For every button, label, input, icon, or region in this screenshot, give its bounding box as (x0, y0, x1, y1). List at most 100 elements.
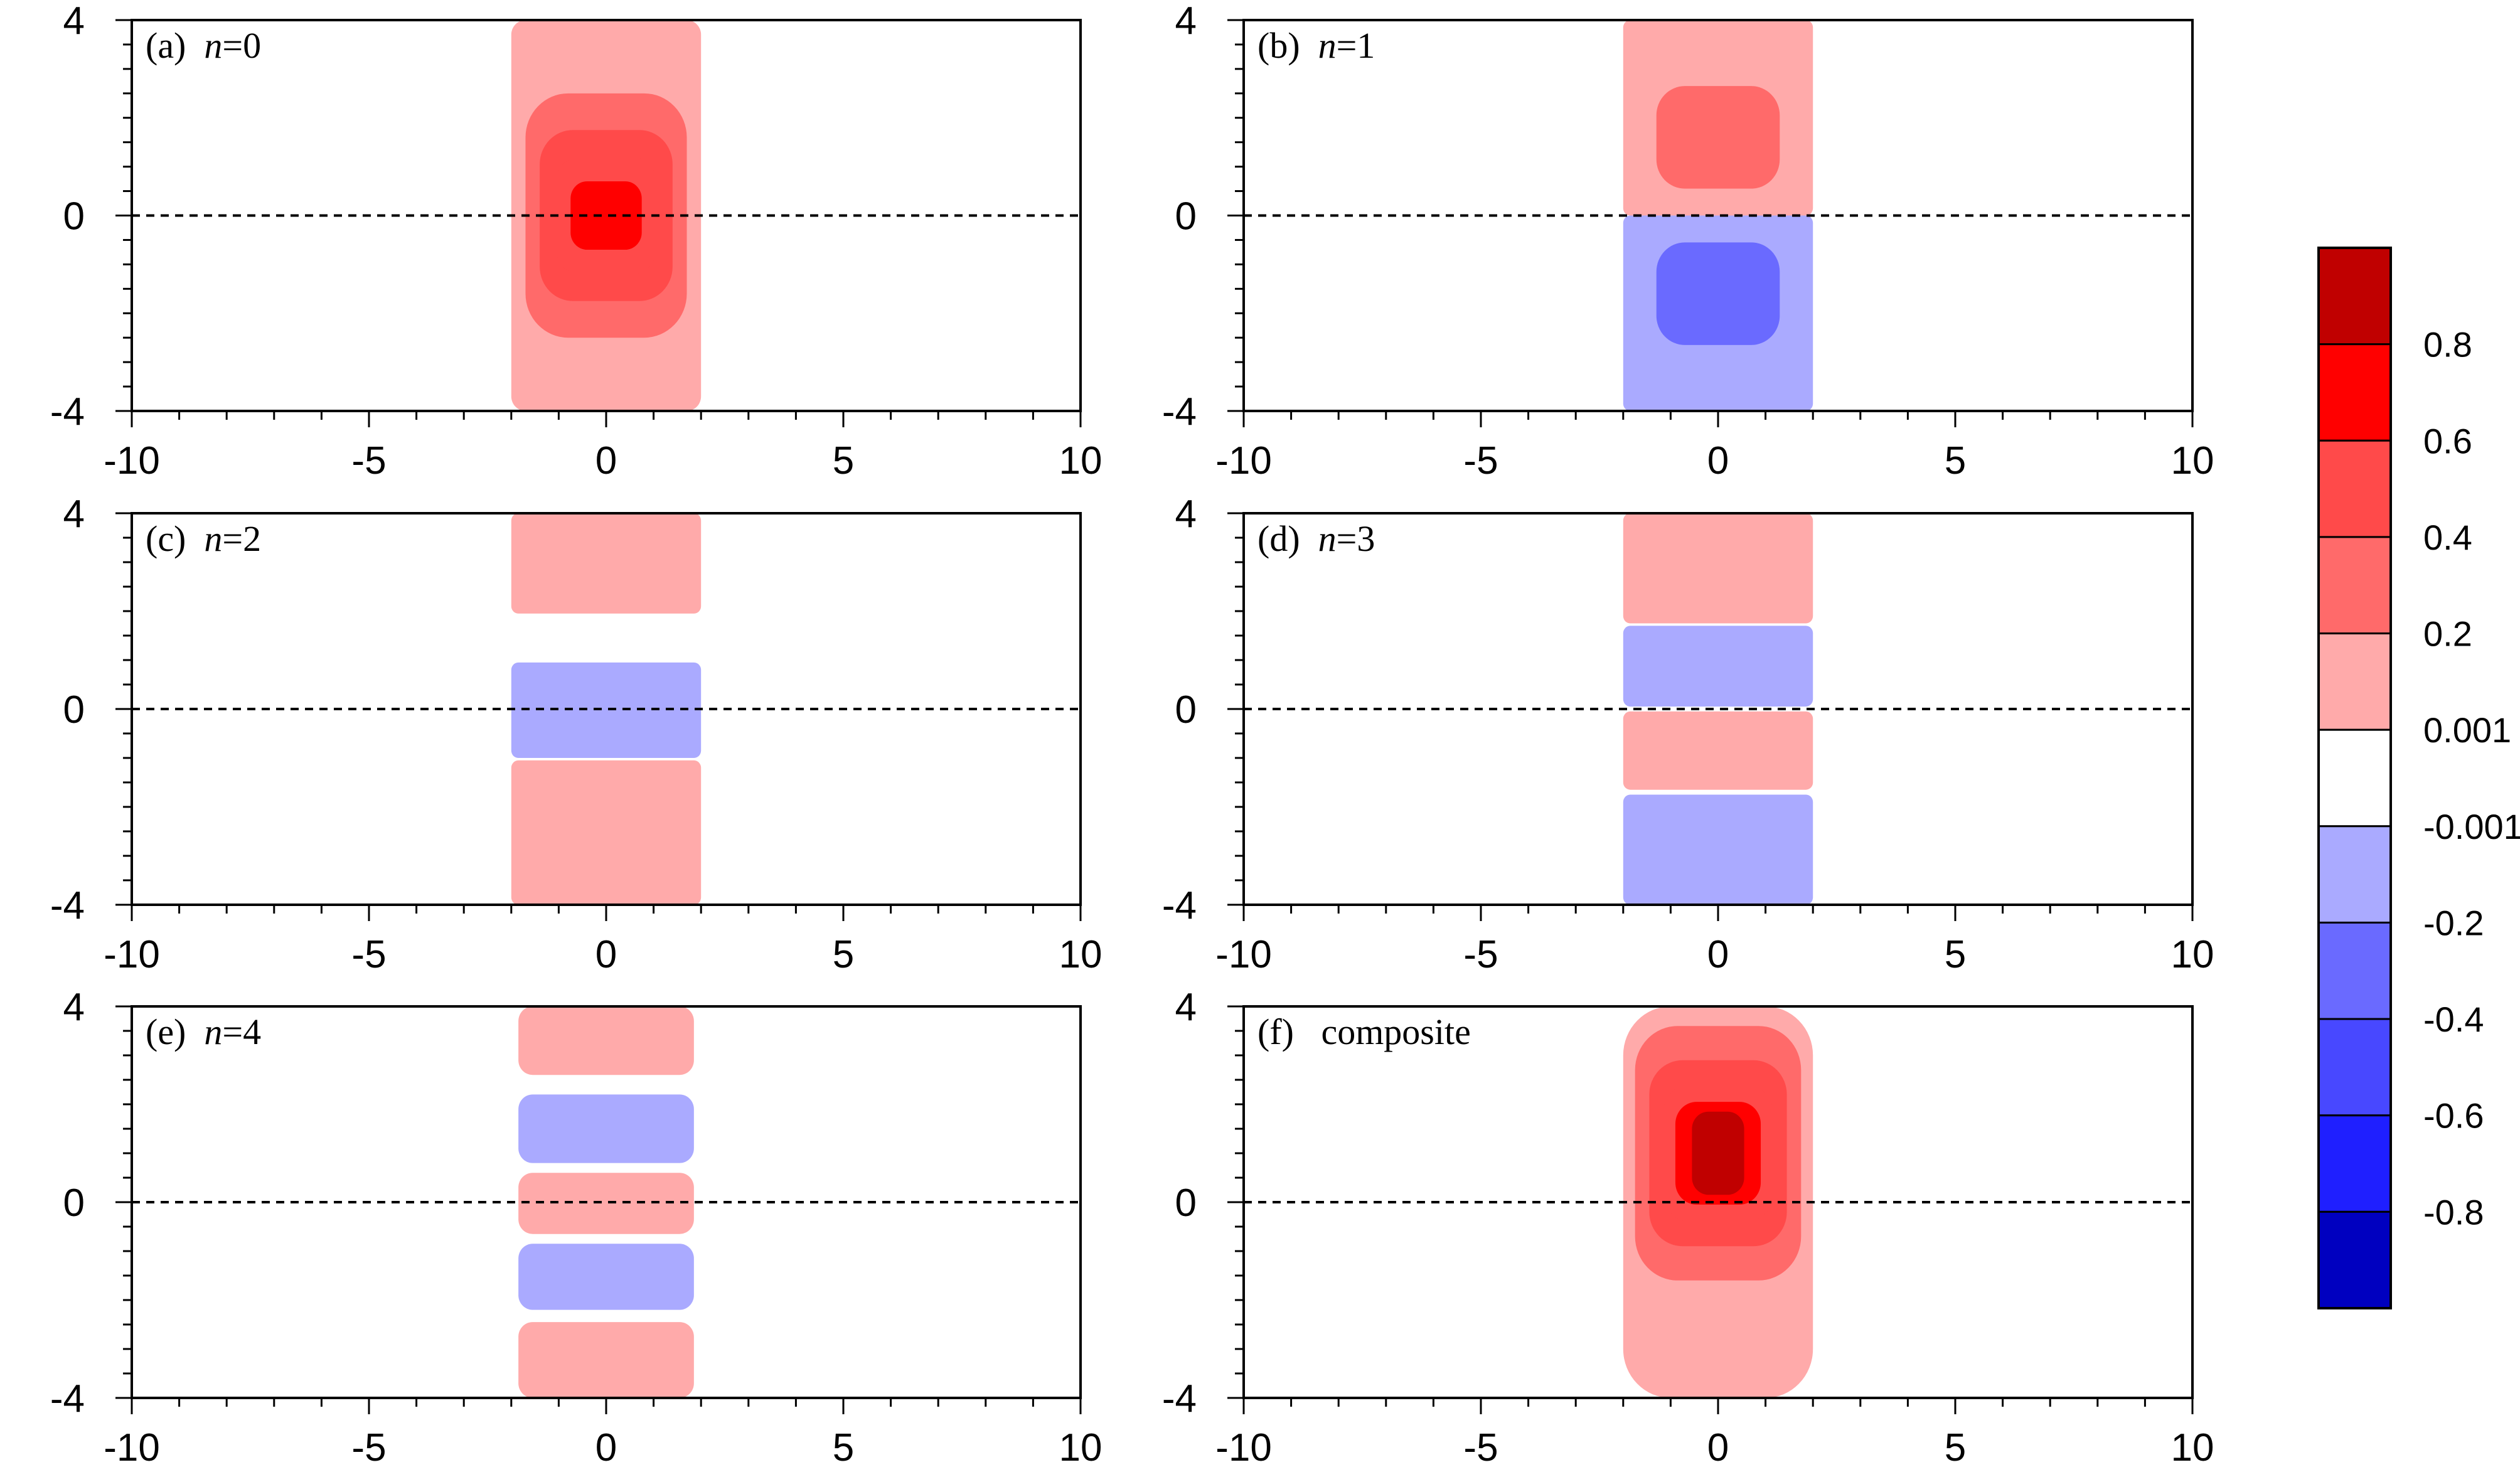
x-tick-label: 10 (2171, 933, 2214, 976)
colorbar-swatch (2317, 825, 2392, 924)
x-tick-label: -10 (104, 1426, 160, 1469)
panel-label-value: =1 (1337, 25, 1375, 66)
contour-field (1623, 513, 1813, 905)
colorbar-tick-label: 0.2 (2423, 614, 2472, 654)
colorbar-tick-label: 0.4 (2423, 518, 2472, 557)
contour-region-3 (1623, 794, 1813, 905)
y-tick-label: -4 (1162, 390, 1197, 434)
x-tick-label: 0 (1707, 439, 1729, 482)
panel-label-variable: n (1318, 518, 1337, 559)
contour-field (1623, 1006, 1813, 1398)
contour-region-2 (1623, 711, 1813, 790)
contour-region-1 (511, 662, 702, 758)
contour-region-1 (518, 1094, 694, 1163)
contour-field (1623, 20, 1813, 411)
colorbar-swatch (2317, 536, 2392, 635)
panel-d: -10 -5 0 5 10 -4 0 4 (d) n=3 (1162, 493, 2214, 976)
x-tick-label: 10 (1059, 933, 1102, 976)
x-tick-label: -10 (1215, 439, 1272, 482)
y-tick-label: -4 (1162, 1377, 1197, 1421)
y-tick-label: -4 (1162, 884, 1197, 927)
panel-label: (f) composite (1257, 1011, 1471, 1052)
x-tick-label: -10 (104, 439, 160, 482)
contour-region-0 (1623, 513, 1813, 624)
contour-region-1 (1623, 626, 1813, 707)
contour-region-3 (1656, 242, 1780, 345)
x-tick-label: 10 (2171, 439, 2214, 482)
x-tick-label: -5 (351, 1426, 386, 1469)
contour-region-5 (1692, 1111, 1744, 1195)
y-tick-label: 0 (1175, 195, 1197, 238)
colorbar-tick-label: 0.6 (2423, 421, 2472, 461)
panel-label-value: =4 (222, 1011, 261, 1052)
contour-region-2 (511, 760, 702, 905)
x-tick-label: 5 (833, 1426, 854, 1469)
colorbar-swatch (2317, 439, 2392, 538)
y-tick-label: 4 (63, 493, 85, 536)
colorbar-swatch (2317, 632, 2392, 731)
colorbar-swatch (2317, 1210, 2392, 1309)
colorbar-swatch (2317, 343, 2392, 442)
x-tick-label: 5 (1945, 439, 1966, 482)
x-tick-label: -5 (351, 933, 386, 976)
contour-region-2 (1656, 86, 1780, 189)
x-tick-label: 0 (595, 439, 617, 482)
panel-label: (d) n=3 (1257, 518, 1375, 559)
contour-field (511, 20, 702, 411)
x-tick-label: 5 (1945, 1426, 1966, 1469)
contour-region-4 (570, 181, 642, 250)
x-tick-label: 10 (1059, 1426, 1102, 1469)
y-tick-label: 4 (1175, 986, 1197, 1029)
x-tick-label: 0 (1707, 933, 1729, 976)
panel-label-value: =2 (222, 518, 261, 559)
x-tick-label: -5 (1463, 933, 1498, 976)
panel-label-variable: n (204, 25, 222, 66)
panel-label-variable: n (204, 518, 222, 559)
x-tick-label: -10 (1215, 933, 1272, 976)
y-tick-label: 0 (1175, 1181, 1197, 1225)
panel-label: (e) n=4 (146, 1011, 261, 1052)
x-tick-label: -5 (1463, 1426, 1498, 1469)
contour-region-0 (518, 1006, 694, 1075)
contour-region-4 (518, 1322, 694, 1398)
panel-label-value: =3 (1337, 518, 1375, 559)
panel-c: -10 -5 0 5 10 -4 0 4 (c) n=2 (50, 493, 1102, 976)
colorbar-tick-label: 0.8 (2423, 325, 2472, 365)
panel-f: -10 -5 0 5 10 -4 0 4 (f) composite (1162, 986, 2214, 1469)
colorbar-swatch (2317, 1018, 2392, 1117)
panel-label-variable: n (204, 1011, 222, 1052)
colorbar-tick-label: 0.001 (2423, 710, 2511, 750)
contour-region-3 (518, 1244, 694, 1310)
panel-label-prefix: (a) (146, 25, 186, 66)
x-tick-label: 0 (1707, 1426, 1729, 1469)
y-tick-label: 0 (63, 1181, 85, 1225)
panel-e: -10 -5 0 5 10 -4 0 4 (e) n=4 (50, 986, 1102, 1469)
y-tick-label: 0 (63, 688, 85, 732)
colorbar: 0.8 0.6 0.4 0.2 0.001 -0.001 -0.2 -0.4 -0.6 -0.8 (2317, 247, 2520, 1309)
colorbar-swatch (2317, 247, 2392, 346)
colorbar-tick-label: -0.6 (2423, 1096, 2484, 1136)
panel-label: (c) n=2 (146, 518, 261, 559)
colorbar-frame (2317, 247, 2392, 1309)
colorbar-tick-label: -0.4 (2423, 1000, 2484, 1039)
x-tick-label: 10 (1059, 439, 1102, 482)
y-tick-label: 0 (63, 195, 85, 238)
colorbar-tick-label: -0.2 (2423, 903, 2484, 942)
colorbar-tick-label: -0.8 (2423, 1192, 2484, 1232)
y-tick-label: -4 (50, 390, 85, 434)
x-tick-label: 5 (833, 933, 854, 976)
x-tick-label: -10 (104, 933, 160, 976)
y-tick-label: 4 (63, 0, 85, 43)
x-tick-label: 0 (595, 1426, 617, 1469)
panel-b: -10 -5 0 5 10 -4 0 4 (b) n=1 (1162, 0, 2214, 482)
x-tick-label: 10 (2171, 1426, 2214, 1469)
contour-field (511, 513, 702, 905)
panel-label-prefix: (b) (1257, 25, 1300, 66)
y-tick-label: 4 (1175, 493, 1197, 536)
contour-region-0 (511, 513, 702, 614)
y-tick-label: 4 (63, 986, 85, 1029)
colorbar-swatch (2317, 1114, 2392, 1213)
x-tick-label: -10 (1215, 1426, 1272, 1469)
panel-label-prefix: (d) (1257, 518, 1300, 559)
